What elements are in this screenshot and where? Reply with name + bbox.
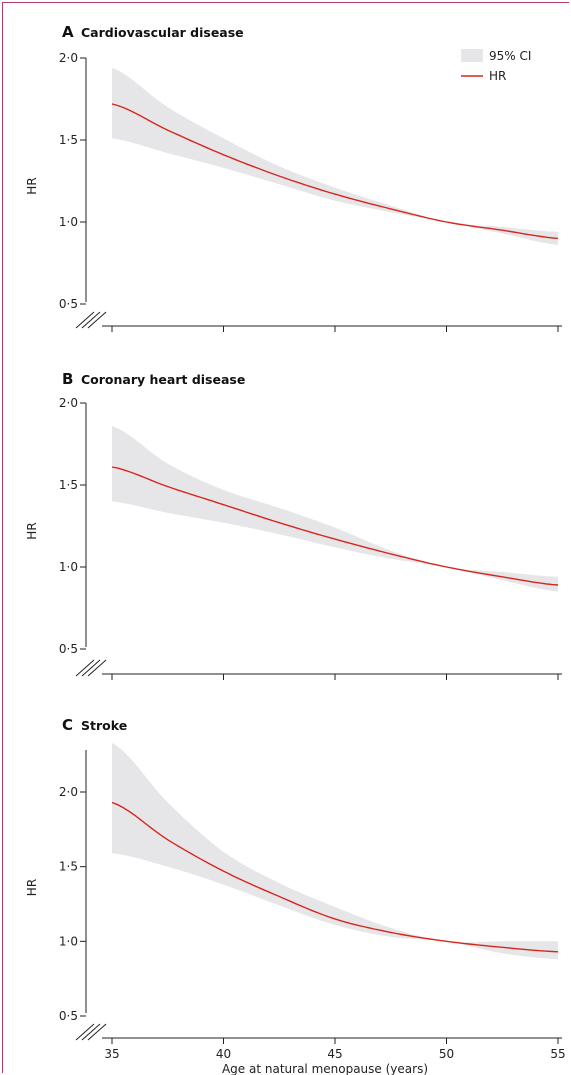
- axis-break-mark: [81, 1023, 101, 1041]
- y-tick-label: 0·5: [59, 1009, 78, 1023]
- y-tick-label: 2·0: [59, 785, 78, 799]
- legend: 95% CI HR: [461, 49, 531, 83]
- y-tick-label: 2·0: [59, 51, 78, 65]
- y-axis-label: HR: [25, 177, 39, 194]
- x-tick-label: 40: [216, 1047, 231, 1061]
- axis-break-mark: [75, 1023, 95, 1041]
- ci-band: [112, 426, 558, 592]
- chart-panel-b: B Coronary heart disease 0·5 1·0 1·5 2·0 HR: [25, 370, 562, 680]
- y-tick-label: 1·0: [59, 934, 78, 948]
- axis-break-mark: [87, 659, 107, 677]
- chart-panel-a: A Cardiovascular disease 0·5 1·0 1·5 2·0 HR: [25, 23, 562, 332]
- axis-break-mark: [75, 311, 95, 329]
- axis-break-mark: [87, 1023, 107, 1041]
- axis-break-mark: [87, 311, 107, 329]
- panel-title: Coronary heart disease: [81, 372, 245, 387]
- x-tick-label: 50: [439, 1047, 454, 1061]
- y-tick-label: 1·5: [59, 478, 78, 492]
- y-tick-label: 2·0: [59, 396, 78, 410]
- panel-letter: A: [62, 23, 74, 41]
- y-tick-label: 1·0: [59, 215, 78, 229]
- x-tick-label: 45: [327, 1047, 342, 1061]
- legend-hr-label: HR: [489, 69, 506, 83]
- axis-break-mark: [81, 659, 101, 677]
- y-tick-label: 0·5: [59, 642, 78, 656]
- y-tick-label: 0·5: [59, 297, 78, 311]
- hr-line: [111, 801, 559, 953]
- y-tick-label: 1·0: [59, 560, 78, 574]
- y-tick-label: 1·5: [59, 133, 78, 147]
- legend-ci-swatch: [461, 49, 483, 62]
- hr-line: [111, 103, 559, 240]
- panel-letter: C: [62, 716, 73, 734]
- x-tick-label: 35: [104, 1047, 119, 1061]
- panel-title: Stroke: [81, 718, 127, 733]
- ci-band: [112, 742, 558, 960]
- axis-break-mark: [81, 311, 101, 329]
- panel-letter: B: [62, 370, 73, 388]
- legend-ci-label: 95% CI: [489, 49, 531, 63]
- axis-break-mark: [75, 659, 95, 677]
- x-tick-label: 55: [550, 1047, 565, 1061]
- y-tick-label: 1·5: [59, 860, 78, 874]
- y-axis-label: HR: [25, 879, 39, 896]
- panel-title: Cardiovascular disease: [81, 25, 244, 40]
- y-axis-label: HR: [25, 522, 39, 539]
- ci-band: [112, 67, 558, 245]
- x-axis-label: Age at natural menopause (years): [222, 1062, 428, 1075]
- chart-panel-c: C Stroke 0·5 1·0 1·5 2·0 HR 35 40 45 50 55 Age at na…: [25, 716, 566, 1075]
- hr-line: [111, 466, 559, 586]
